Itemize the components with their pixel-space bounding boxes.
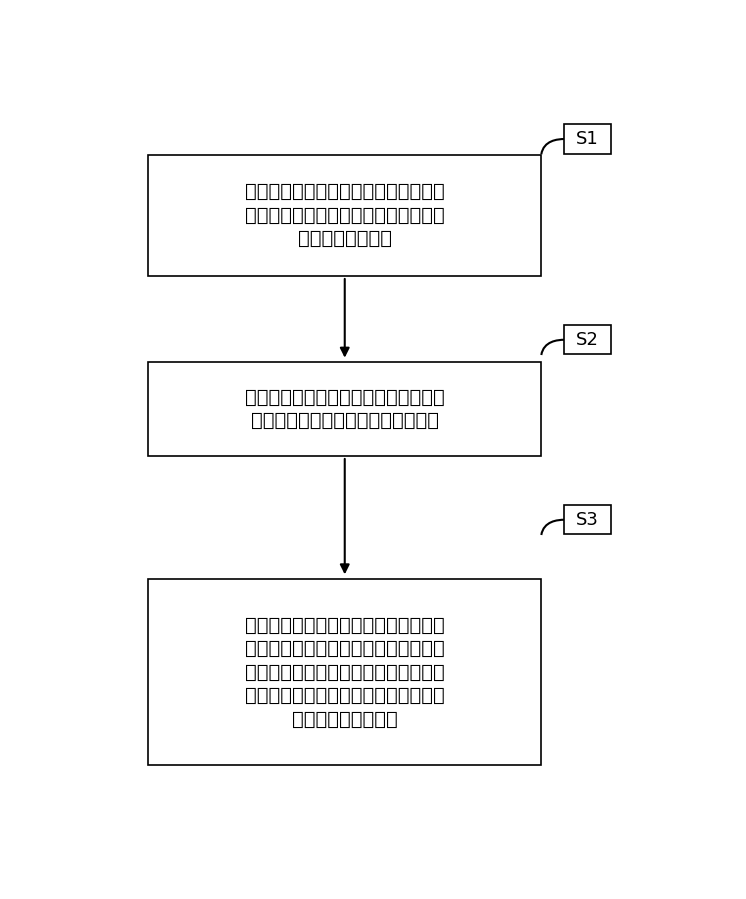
- Text: ，以测点处的拨量值为约束函数，以拨: ，以测点处的拨量值为约束函数，以拨: [245, 663, 445, 681]
- Text: 量的平方之和最小为目标，进行优化，: 量的平方之和最小为目标，进行优化，: [245, 686, 445, 705]
- Text: S2: S2: [576, 331, 599, 349]
- Text: 基于各曲线区段的偏角，以缓和曲线长: 基于各曲线区段的偏角，以缓和曲线长: [245, 616, 445, 635]
- FancyBboxPatch shape: [148, 362, 542, 456]
- Text: 坐标进行测量，对测量线路中的直线和: 坐标进行测量，对测量线路中的直线和: [245, 206, 445, 225]
- Text: S1: S1: [576, 130, 599, 148]
- Text: 的斜率，进而确定各曲线区段的偏角: 的斜率，进而确定各曲线区段的偏角: [251, 411, 439, 431]
- Text: 对直线区段进行拟合，以确定直线线路: 对直线区段进行拟合，以确定直线线路: [245, 387, 445, 406]
- Text: 得到重构的平面线形: 得到重构的平面线形: [292, 709, 398, 728]
- FancyBboxPatch shape: [565, 325, 611, 354]
- Text: 曲线区段进行划分: 曲线区段进行划分: [298, 229, 392, 248]
- Text: S3: S3: [576, 511, 599, 529]
- Text: 度、圆曲线半径为变量，建立重构曲线: 度、圆曲线半径为变量，建立重构曲线: [245, 639, 445, 658]
- FancyBboxPatch shape: [565, 124, 611, 154]
- FancyBboxPatch shape: [148, 579, 542, 766]
- FancyBboxPatch shape: [565, 505, 611, 534]
- FancyBboxPatch shape: [148, 155, 542, 276]
- Text: 采用全站仪对铁路桥上线路轨道中心线: 采用全站仪对铁路桥上线路轨道中心线: [245, 182, 445, 201]
